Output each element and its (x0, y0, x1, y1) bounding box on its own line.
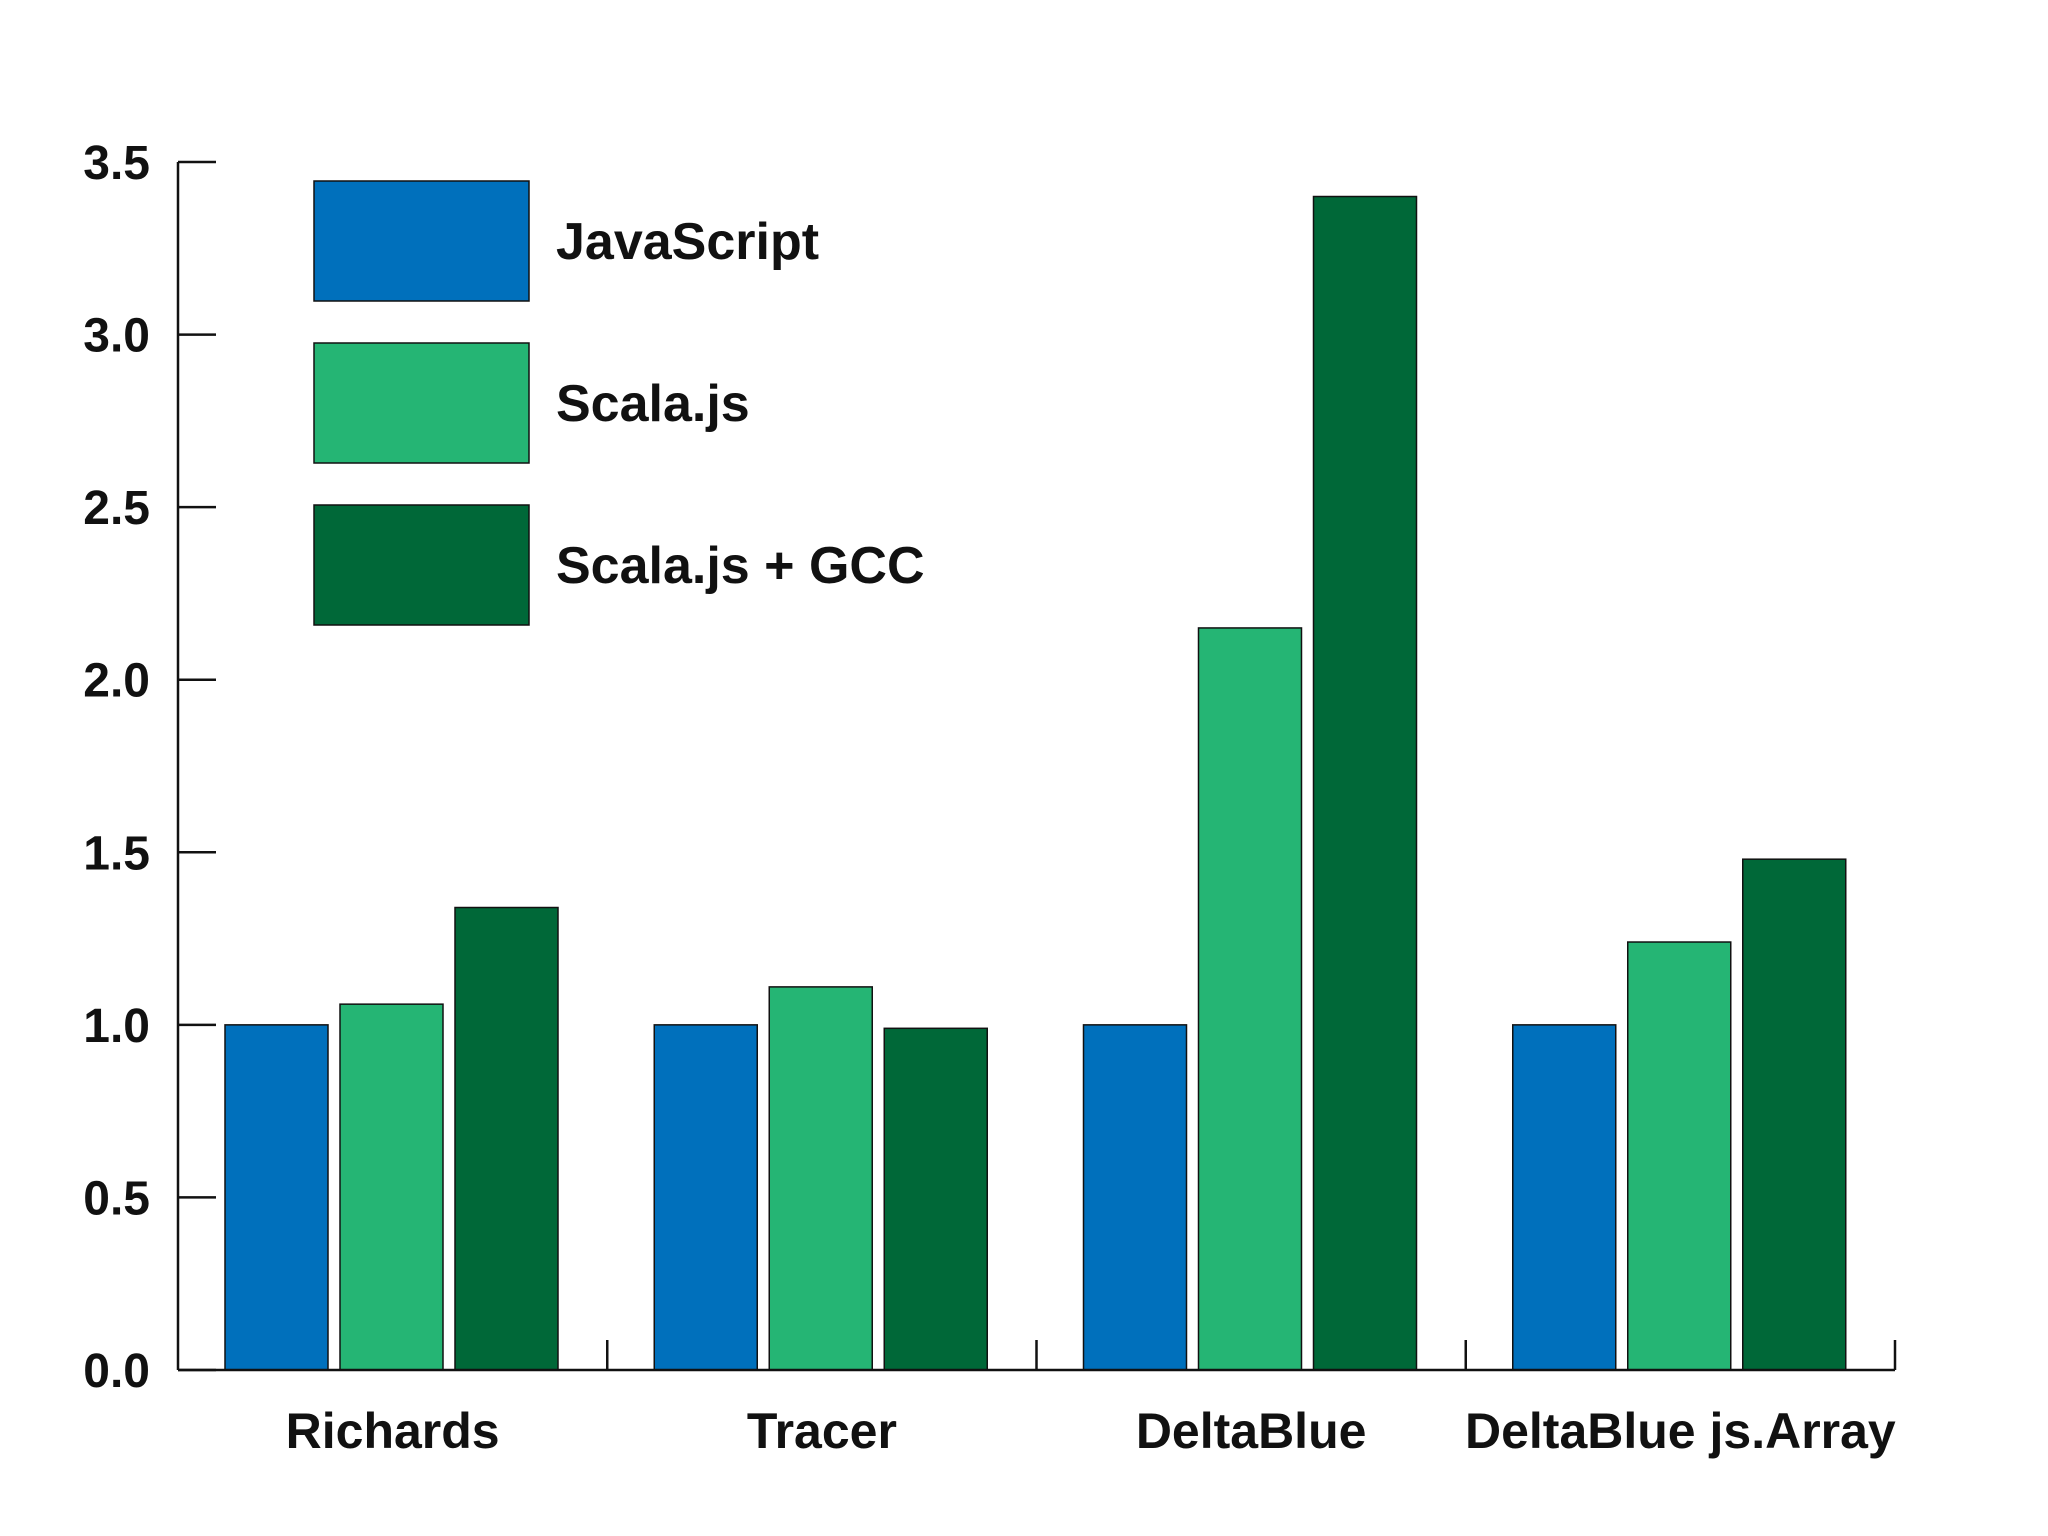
legend-swatch (313, 342, 530, 464)
legend-swatch (313, 180, 530, 302)
y-tick-label: 3.5 (83, 137, 150, 190)
legend: JavaScript Scala.js Scala.js + GCC (313, 180, 925, 626)
bar-javascript-richards (224, 1024, 329, 1371)
y-tick-label: 2.0 (83, 655, 150, 708)
bar-scala-js-deltablue-js-array (1627, 941, 1732, 1371)
bar-javascript-deltablue-js-array (1512, 1024, 1617, 1371)
x-category-label: DeltaBlue (1136, 1403, 1367, 1459)
y-tick-label: 1.5 (83, 827, 150, 880)
legend-label: Scala.js (556, 375, 750, 433)
bar-scala-js-gcc-richards (454, 906, 559, 1371)
bar-scala-js-gcc-deltablue-js-array (1742, 858, 1847, 1371)
ticks-layer: 0.0 0.5 1.0 1.5 2.0 2.5 3.0 3.5 Richards Tracer De… (83, 137, 1897, 1459)
bars-layer (224, 195, 1847, 1371)
x-category-label: DeltaBlue js.Array (1465, 1403, 1896, 1459)
legend-label: JavaScript (556, 213, 819, 271)
legend-label: Scala.js + GCC (556, 537, 925, 595)
y-tick-label: 2.5 (83, 482, 150, 535)
bar-scala-js-tracer (768, 986, 873, 1371)
y-tick-label: 0.5 (83, 1172, 150, 1225)
y-tick-label: 1.0 (83, 1000, 150, 1053)
y-tick-label: 3.0 (83, 310, 150, 363)
bar-javascript-tracer (653, 1024, 758, 1371)
x-category-label: Richards (286, 1403, 500, 1459)
bar-javascript-deltablue (1082, 1024, 1188, 1371)
legend-swatch (313, 504, 530, 626)
bar-scala-js-deltablue (1197, 627, 1303, 1371)
bar-scala-js-gcc-deltablue (1312, 195, 1418, 1371)
y-tick-label: 0.0 (83, 1345, 150, 1398)
bar-scala-js-gcc-tracer (883, 1027, 988, 1371)
x-category-label: Tracer (747, 1403, 897, 1459)
bar-scala-js-richards (339, 1003, 444, 1371)
